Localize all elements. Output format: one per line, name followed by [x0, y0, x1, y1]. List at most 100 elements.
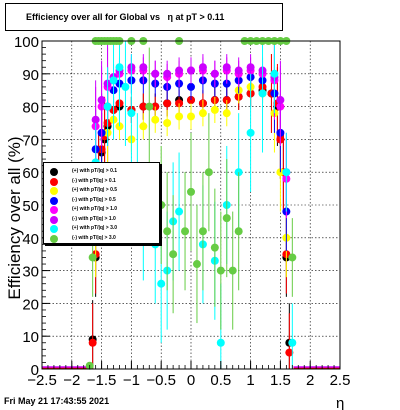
data-point	[163, 99, 172, 108]
data-point	[169, 250, 178, 259]
title-box: Efficiency over all for Global vs η at p…	[5, 3, 283, 31]
data-point	[97, 96, 106, 105]
y-tick-label: 30	[22, 264, 39, 281]
data-point	[109, 76, 118, 85]
y-tick-label: 90	[22, 67, 39, 84]
data-point	[157, 279, 166, 288]
data-point	[187, 112, 195, 121]
legend-entry: (+) with pT/|q| > 0.5	[48, 186, 160, 196]
legend-marker-icon	[50, 234, 58, 243]
data-point	[198, 227, 207, 236]
data-point	[216, 266, 225, 275]
data-point	[288, 253, 297, 262]
x-tick-label: −1	[123, 372, 140, 389]
data-point	[246, 63, 255, 72]
data-point	[151, 69, 160, 78]
x-tick-label: 1	[246, 372, 254, 389]
data-point	[222, 214, 231, 223]
data-point	[139, 122, 148, 131]
y-tick-label: 100	[14, 34, 39, 51]
data-point	[210, 105, 219, 114]
legend-marker-icon	[50, 206, 58, 214]
data-point	[210, 243, 219, 252]
data-point	[187, 66, 195, 75]
x-tick-label: −2	[63, 372, 80, 389]
data-point	[139, 102, 148, 111]
chart-title: Efficiency over all for Global vs η at p…	[26, 12, 225, 22]
x-tick-label: 0.5	[210, 372, 231, 389]
x-tick-label: −0.5	[146, 372, 176, 389]
y-tick-label: 60	[22, 165, 39, 182]
legend-marker-icon	[50, 196, 58, 205]
data-point	[145, 102, 154, 111]
data-point	[222, 109, 231, 118]
x-tick-label: −2.5	[27, 372, 57, 389]
data-point	[127, 109, 136, 118]
data-point	[204, 168, 213, 177]
data-point	[187, 187, 195, 196]
data-point	[163, 227, 172, 236]
x-tick-label: 2.5	[330, 372, 351, 389]
y-tick-label: 50	[22, 198, 39, 215]
legend-label: (+) with pT/|q| > 0.5	[72, 187, 118, 193]
footer-timestamp: Fri May 21 17:43:55 2021	[4, 396, 110, 406]
data-point	[175, 207, 184, 216]
data-point	[151, 115, 160, 124]
y-tick-label: 40	[22, 231, 39, 248]
legend-marker-icon	[50, 177, 58, 186]
axes: −2.5 −2 −1.5 −1 −0.5 0 0.5 1 1.5 2 2.5 0 10 20 30 40 50 6…	[14, 34, 350, 389]
x-axis-label: η	[336, 395, 344, 410]
x-tick-label: 1.5	[270, 372, 291, 389]
data-point	[258, 89, 267, 98]
data-point	[246, 128, 255, 137]
legend-entry: (-) with pT/|q| > 0.5	[48, 196, 160, 206]
legend-marker-icon	[50, 187, 58, 195]
data-point	[175, 112, 184, 121]
data-point	[198, 63, 207, 72]
data-point	[103, 102, 112, 111]
legend: (+) with pT/|q| > 0.1 (-) with pT/|q| > 0…	[43, 162, 160, 244]
x-tick-label: 0	[187, 372, 195, 389]
data-point	[175, 66, 184, 75]
data-point	[181, 227, 190, 236]
data-point	[285, 348, 294, 357]
legend-marker-icon	[50, 225, 58, 233]
y-axis-label: Efficiency over all (%)	[5, 136, 24, 299]
legend-marker-icon	[50, 168, 58, 176]
data-point	[282, 168, 291, 177]
legend-label: (-) with pT/|q| > 0.1	[72, 177, 116, 184]
legend-entry: (+) with pT/|q| > 1.0	[48, 205, 160, 215]
data-point	[234, 227, 243, 236]
data-point	[139, 63, 148, 72]
data-point	[270, 69, 279, 78]
data-point	[88, 338, 97, 347]
data-point	[216, 338, 225, 347]
y-tick-label: 80	[22, 100, 39, 117]
data-point	[163, 69, 172, 78]
legend-entry: (+) with pT/|q| > 3.0	[48, 224, 160, 234]
data-point	[198, 109, 207, 118]
data-point	[192, 260, 201, 269]
legend-entry: (-) with pT/|q| > 3.0	[48, 234, 160, 244]
y-tick-label: 0	[31, 362, 39, 379]
data-point	[91, 115, 100, 124]
legend-entry: (+) with pT/|q| > 0.1	[48, 167, 160, 177]
y-tick-label: 70	[22, 132, 39, 149]
data-point	[210, 69, 219, 78]
y-tick-label: 20	[22, 296, 39, 313]
data-point	[187, 82, 195, 91]
data-point	[163, 119, 172, 127]
legend-marker-icon	[50, 215, 58, 224]
data-point	[276, 96, 285, 105]
data-point	[115, 63, 124, 72]
data-point	[234, 66, 243, 75]
data-point	[222, 63, 231, 72]
legend-entry: (-) with pT/|q| > 0.1	[48, 177, 160, 187]
legend-label: (-) with pT/|q| > 0.5	[72, 196, 116, 203]
data-point	[288, 338, 297, 347]
x-tick-label: 2	[306, 372, 314, 389]
data-point	[88, 253, 97, 262]
legend-label: (+) with pT/|q| > 0.1	[72, 168, 118, 174]
x-tick-label: −1.5	[87, 372, 117, 389]
